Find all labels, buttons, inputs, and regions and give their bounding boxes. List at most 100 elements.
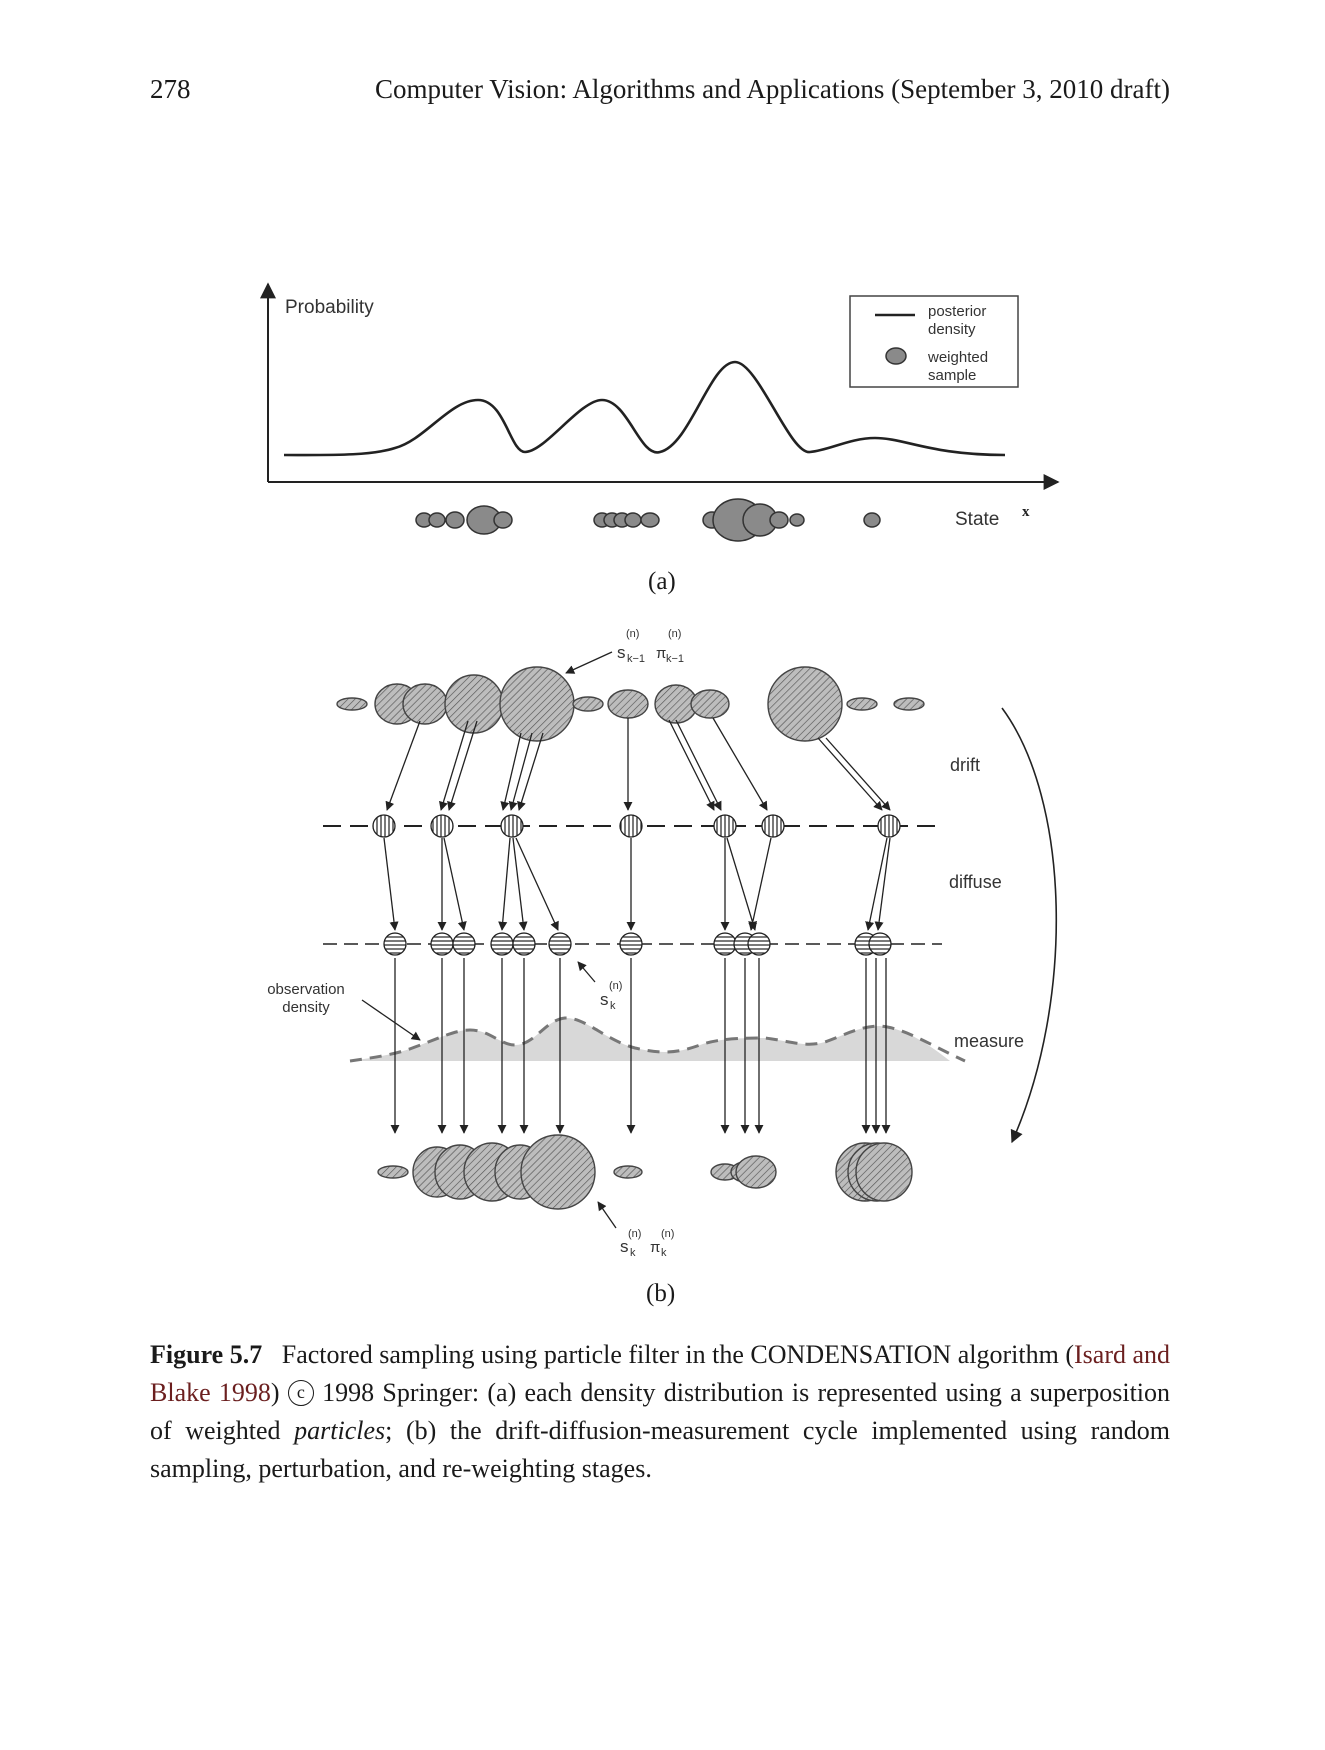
page-number: 278 bbox=[150, 74, 191, 104]
drift-label: drift bbox=[950, 755, 980, 775]
particle bbox=[713, 932, 737, 956]
arrow bbox=[817, 737, 883, 811]
symbol-s-sub: k bbox=[610, 1000, 616, 1012]
arrow bbox=[748, 837, 772, 931]
arrow bbox=[500, 732, 522, 811]
posterior-density-curve bbox=[283, 360, 1006, 457]
observation-density-label: observation bbox=[267, 981, 345, 998]
symbol-s-sup: (n) bbox=[628, 1228, 641, 1240]
prior-particles bbox=[336, 666, 925, 742]
particle bbox=[613, 1165, 643, 1179]
running-title: Computer Vision: Algorithms and Applicat… bbox=[374, 74, 1170, 104]
particle bbox=[868, 932, 892, 956]
particle bbox=[377, 1165, 409, 1179]
figure-caption: Figure 5.7 Factored sampling using parti… bbox=[150, 1336, 1170, 1488]
drift-arrows bbox=[385, 717, 891, 811]
symbol-s-sup: (n) bbox=[609, 980, 622, 992]
diffuse-label: diffuse bbox=[949, 872, 1002, 892]
drifted-particles bbox=[372, 814, 901, 838]
arrow bbox=[383, 837, 399, 931]
arrow bbox=[668, 719, 715, 811]
posterior-particles bbox=[377, 1134, 913, 1210]
diffuse-arrows bbox=[383, 837, 891, 931]
arrow bbox=[508, 732, 533, 811]
arrow bbox=[874, 837, 891, 931]
figure-label: Figure 5.7 bbox=[150, 1340, 263, 1369]
particle bbox=[430, 932, 454, 956]
arrow bbox=[675, 719, 722, 811]
arrow bbox=[439, 720, 469, 811]
particle bbox=[893, 697, 925, 711]
particle bbox=[607, 689, 649, 719]
weighted-sample bbox=[445, 511, 465, 529]
symbol-pi-sub: k−1 bbox=[666, 653, 684, 665]
subfigure-a-label: (a) bbox=[648, 568, 676, 595]
particle bbox=[877, 814, 901, 838]
observation-density-pointer bbox=[361, 999, 421, 1041]
particle bbox=[430, 814, 454, 838]
symbol-s-sup: (n) bbox=[626, 628, 639, 640]
caption-text-1: Factored sampling using particle filter … bbox=[281, 1340, 1074, 1369]
page-header: 278 Computer Vision: Algorithms and Appl… bbox=[150, 74, 1170, 108]
arrow bbox=[447, 720, 478, 811]
posterior-symbol: s (n) k π (n) k bbox=[620, 1228, 674, 1259]
particle bbox=[619, 932, 643, 956]
caption-text-4: ; (b) the drift-diffusion-measurement cy… bbox=[150, 1416, 1171, 1483]
symbol-s: s bbox=[617, 643, 626, 662]
arrow bbox=[712, 717, 768, 811]
particle bbox=[490, 932, 514, 956]
legend-line-label-2: density bbox=[928, 321, 976, 338]
particle bbox=[512, 932, 536, 956]
weighted-sample bbox=[493, 511, 513, 529]
symbol-s: s bbox=[620, 1237, 629, 1256]
particle bbox=[336, 697, 368, 711]
particle bbox=[383, 932, 407, 956]
figure-a: Probability State x posterior d bbox=[260, 282, 1060, 542]
observation-density-label-2: density bbox=[282, 999, 330, 1016]
x-axis-label: State bbox=[955, 509, 999, 530]
citation-link[interactable]: Isard and Blake 1998 bbox=[150, 1340, 1171, 1407]
x-symbol: x bbox=[1022, 504, 1030, 520]
weighted-samples bbox=[415, 498, 881, 542]
particle bbox=[846, 697, 878, 711]
arrow bbox=[498, 837, 511, 931]
legend-dot-swatch bbox=[885, 347, 907, 365]
diffused-symbol: s (n) k bbox=[600, 980, 622, 1012]
prior-symbol: s (n) k−1 π (n) k−1 bbox=[617, 628, 684, 665]
particle bbox=[767, 666, 843, 742]
arrow bbox=[726, 837, 757, 931]
particle bbox=[690, 689, 730, 719]
weighted-sample bbox=[789, 513, 805, 527]
arrow bbox=[515, 837, 559, 931]
caption-text-2: ) bbox=[270, 1378, 280, 1407]
arrow bbox=[517, 732, 544, 811]
particle bbox=[747, 932, 771, 956]
particle bbox=[761, 814, 785, 838]
particle bbox=[499, 666, 575, 742]
symbol-pi-sup: (n) bbox=[668, 628, 681, 640]
observation-density bbox=[350, 1017, 950, 1061]
particle bbox=[855, 1142, 913, 1202]
particle bbox=[500, 814, 524, 838]
legend-dot-label: weighted bbox=[927, 349, 988, 366]
posterior-symbol-pointer bbox=[597, 1201, 617, 1229]
weighted-sample bbox=[863, 512, 881, 528]
particle bbox=[444, 674, 504, 734]
particle bbox=[735, 1155, 777, 1189]
copyright-symbol: c bbox=[287, 1380, 314, 1407]
figure-b: s (n) k−1 π (n) k−1 bbox=[267, 628, 1058, 1259]
symbol-s-sub: k bbox=[630, 1247, 636, 1259]
measure-arrows bbox=[390, 958, 891, 1134]
arrow bbox=[443, 837, 467, 931]
symbol-pi: π bbox=[650, 1239, 660, 1256]
cycle-arrow bbox=[1001, 707, 1058, 1144]
weighted-sample bbox=[428, 512, 446, 528]
prior-symbol-pointer bbox=[565, 651, 613, 674]
legend-line-label: posterior bbox=[928, 303, 986, 320]
arrow bbox=[385, 720, 421, 811]
caption-text-3: 1998 Springer: (a) each density distribu… bbox=[150, 1378, 1171, 1445]
arrow bbox=[512, 837, 528, 931]
legend-box bbox=[849, 295, 1019, 388]
arrow bbox=[865, 837, 888, 931]
